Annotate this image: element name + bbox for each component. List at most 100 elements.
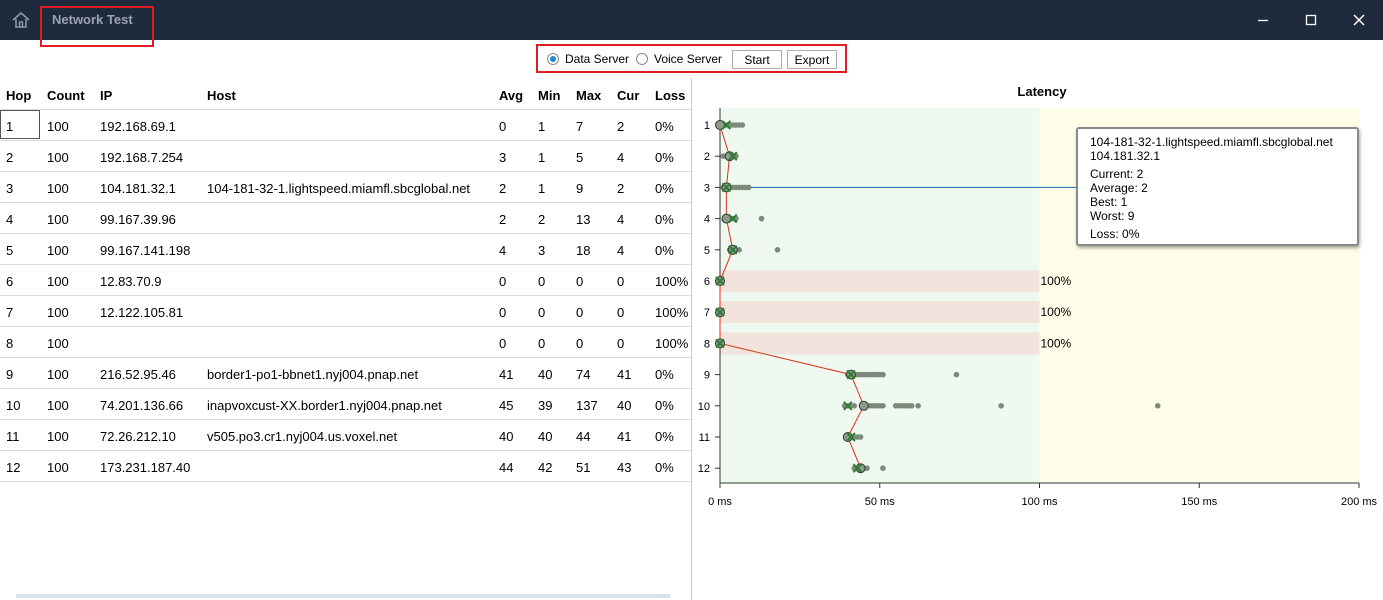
cell-loss: 100% [655,336,689,351]
cell-cur: 40 [617,398,632,413]
col-min-header[interactable]: Min [538,88,561,103]
sample-point [880,371,886,378]
data-server-label[interactable]: Data Server [565,52,630,66]
hop-tooltip: 104-181-32-1.lightspeed.miamfl.sbcglobal… [1076,127,1359,246]
cell-hop: 6 [6,274,14,289]
title-bar: Network Test [0,0,1383,40]
cell-loss: 0% [655,150,674,165]
cell-count: 100 [47,305,69,320]
table-row[interactable]: 4 100 99.167.39.96 2 2 13 4 0% [0,202,691,234]
cell-cur: 0 [617,305,625,320]
close-icon[interactable] [1349,10,1369,30]
cell-hop: 4 [6,212,14,227]
table-row[interactable]: 1 100 192.168.69.1 0 1 7 2 0% [0,109,691,141]
cell-min: 2 [538,212,546,227]
cell-hop: 12 [6,460,21,475]
cell-count: 100 [47,150,69,165]
export-button[interactable]: Export [787,50,837,69]
cell-ip: 173.231.187.40 [100,460,191,475]
voice-server-label[interactable]: Voice Server [654,52,723,66]
data-server-radio[interactable] [547,53,559,65]
cell-min: 0 [538,336,546,351]
y-tick-label: 6 [704,276,710,288]
tooltip-average: Average: 2 [1090,181,1148,195]
col-avg-header[interactable]: Avg [499,88,524,103]
cell-ip: 74.201.136.66 [100,398,184,413]
sample-point [880,465,886,472]
cell-cur: 4 [617,150,625,165]
cell-loss: 0% [655,460,674,475]
cell-avg: 45 [499,398,514,413]
x-tick-label: 150 ms [1181,496,1218,508]
cell-loss: 0% [655,367,674,382]
cell-cur: 2 [617,119,625,134]
average-marker [858,400,869,411]
tooltip-current: Current: 2 [1090,167,1144,181]
cell-avg: 0 [499,336,507,351]
col-host-header[interactable]: Host [207,88,236,103]
col-count-header[interactable]: Count [47,88,85,103]
sample-point [736,247,742,253]
voice-server-radio[interactable] [636,53,648,65]
y-tick-label: 2 [704,151,710,163]
cell-host: inapvoxcust-XX.border1.nyj004.pnap.net [207,398,442,413]
col-hop-header[interactable]: Hop [6,88,32,103]
col-cur-header[interactable]: Cur [617,88,640,103]
col-loss-header[interactable]: Loss [655,88,686,103]
cell-ip: 104.181.32.1 [100,181,176,196]
cell-loss: 0% [655,243,674,258]
cell-count: 100 [47,243,69,258]
cell-host: v505.po3.cr1.nyj004.us.voxel.net [207,429,398,444]
sample-point [774,247,781,253]
table-row[interactable]: 9 100 216.52.95.46 border1-po1-bbnet1.nyj00… [0,357,691,389]
table-row[interactable]: 7 100 12.122.105.81 0 0 0 0 100% [0,295,691,327]
latency-zone [720,108,1040,483]
maximize-icon[interactable] [1301,10,1321,30]
cell-count: 100 [47,460,69,475]
cell-host: 104-181-32-1.lightspeed.miamfl.sbcglobal… [207,181,471,196]
table-row[interactable]: 2 100 192.168.7.254 3 1 5 4 0% [0,140,691,172]
minimize-icon[interactable] [1253,10,1273,30]
cell-min: 3 [538,243,546,258]
current-marker [715,276,725,286]
table-row[interactable]: 6 100 12.83.70.9 0 0 0 0 100% [0,264,691,296]
y-tick-label: 5 [704,245,710,257]
loss-bar-label: 100% [1041,336,1072,350]
average-line [719,124,865,469]
cell-avg: 0 [499,274,507,289]
home-icon[interactable] [11,10,31,30]
cell-cur: 0 [617,336,625,351]
table-row[interactable]: 5 100 99.167.141.198 4 3 18 4 0% [0,233,691,265]
title-highlight-box [40,6,154,47]
table-row[interactable]: 10 100 74.201.136.66 inapvoxcust-XX.border1… [0,388,691,420]
cell-max: 13 [576,212,591,227]
cell-min: 1 [538,181,546,196]
cell-count: 100 [47,429,69,444]
cell-avg: 44 [499,460,514,475]
horizontal-scrollbar[interactable] [16,594,670,598]
cell-min: 40 [538,429,553,444]
cell-count: 100 [47,398,69,413]
col-max-header[interactable]: Max [576,88,602,103]
cell-max: 5 [576,150,584,165]
loss-bar [720,270,1040,292]
cell-hop: 10 [6,398,21,413]
cell-hop: 9 [6,367,14,382]
table-row[interactable]: 3 100 104.181.32.1 104-181-32-1.lightspeed.… [0,171,691,203]
cell-count: 100 [47,274,69,289]
panel-divider[interactable] [691,78,692,600]
y-tick-label: 8 [704,338,710,350]
start-button[interactable]: Start [732,50,782,69]
x-tick-label: 200 ms [1341,496,1378,508]
loss-bar [720,301,1040,324]
table-row[interactable]: 11 100 72.26.212.10 v505.po3.cr1.nyj004.us.… [0,419,691,451]
table-row[interactable]: 12 100 173.231.187.40 44 42 51 43 0% [0,450,691,482]
cell-ip: 72.26.212.10 [100,429,176,444]
current-marker [728,213,738,224]
cell-avg: 4 [499,243,507,258]
y-tick-label: 7 [704,307,710,319]
table-row[interactable]: 8 100 0 0 0 0 100% [0,326,691,358]
average-marker [721,213,732,224]
current-marker [715,307,725,317]
col-ip-header[interactable]: IP [100,88,113,103]
